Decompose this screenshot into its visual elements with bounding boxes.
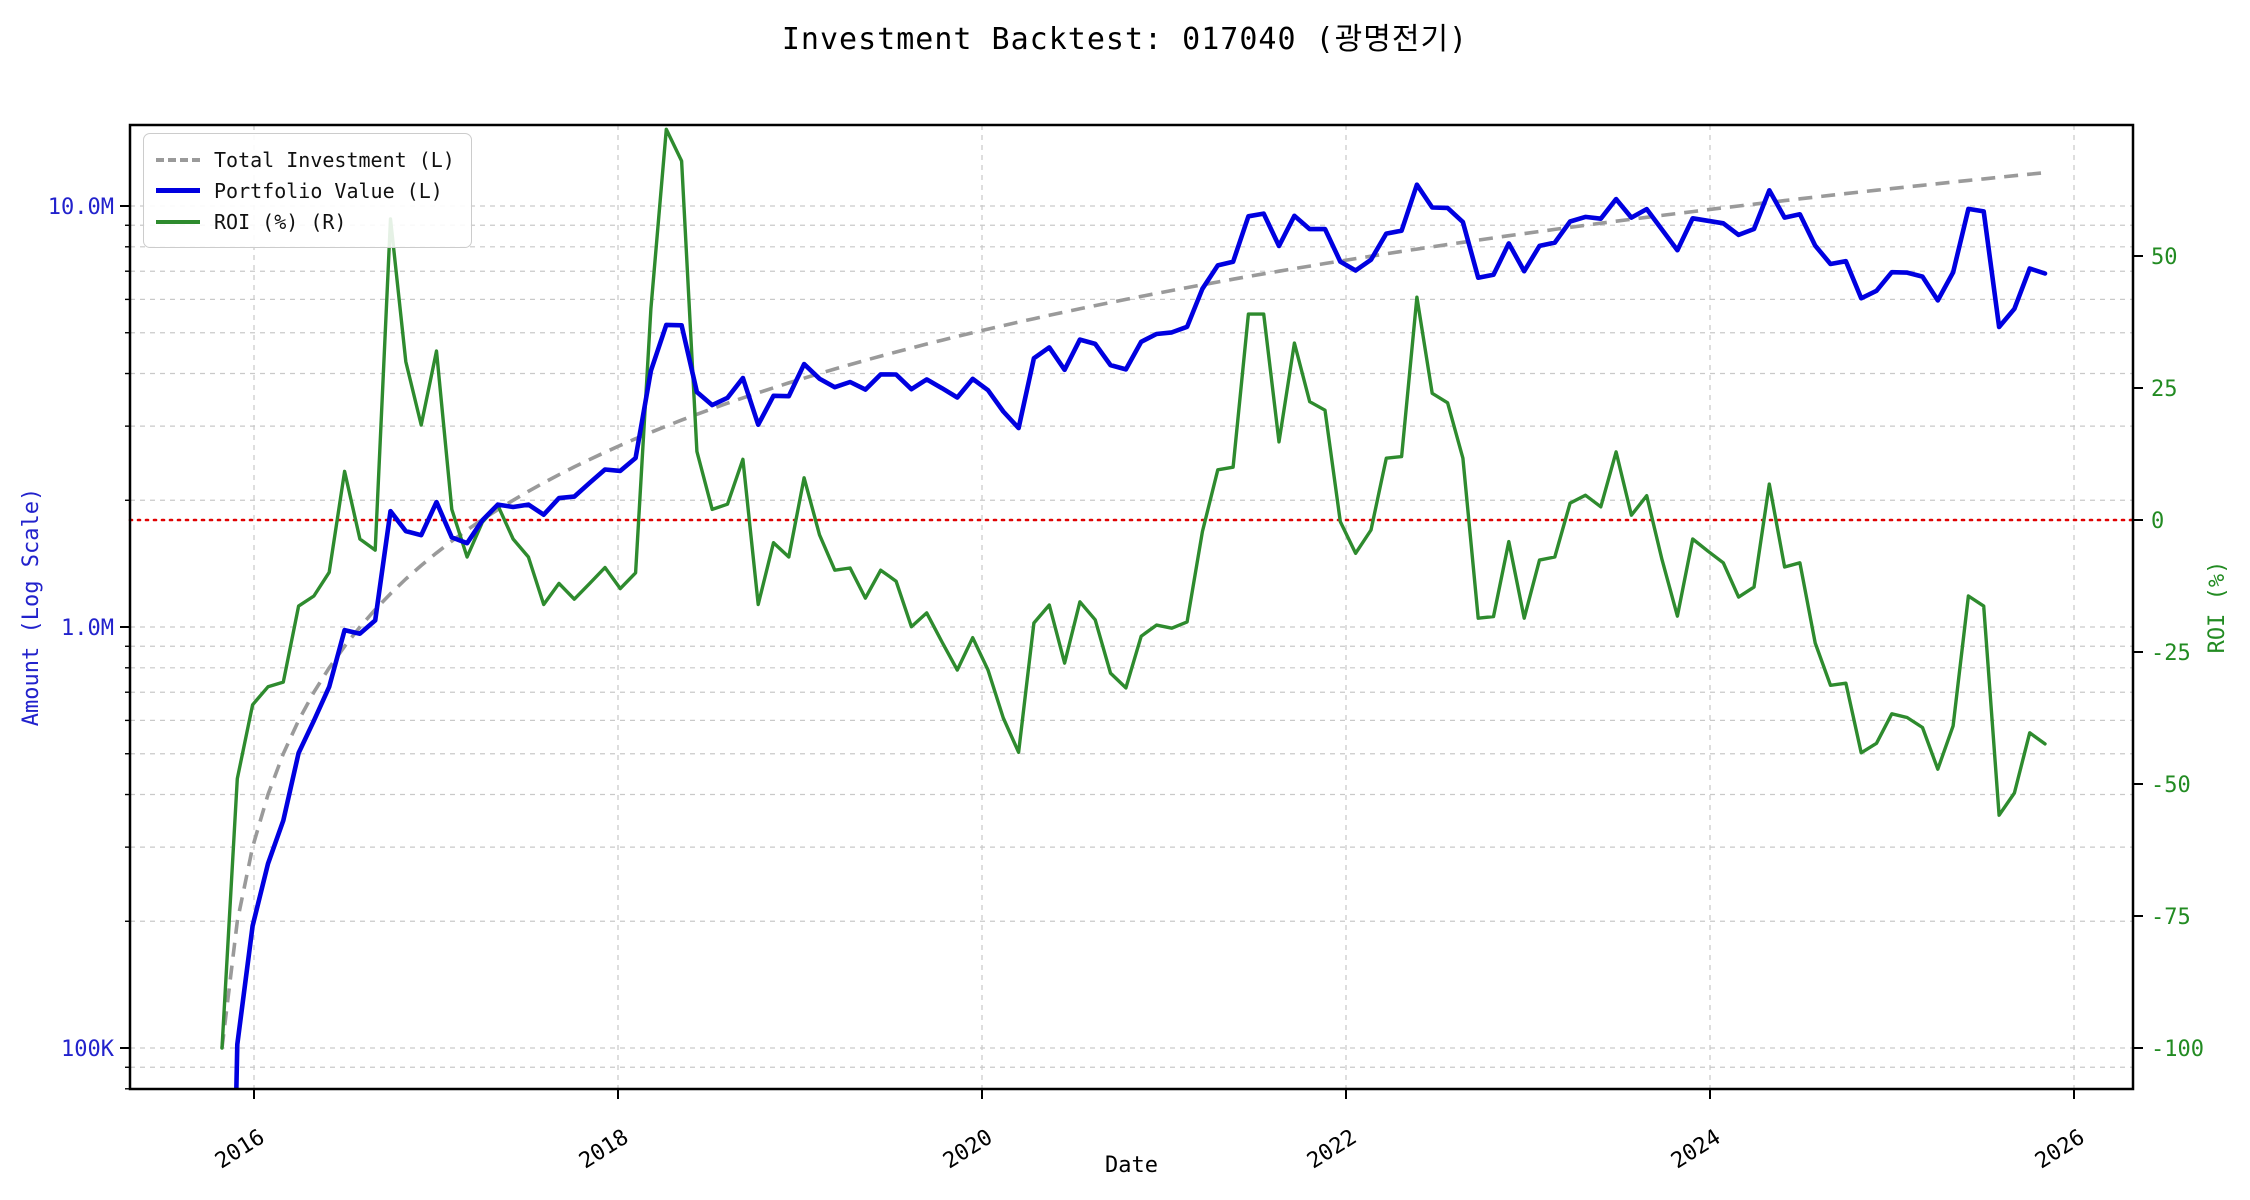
y-left-tick-label: 1.0M bbox=[61, 616, 114, 641]
legend-label: Portfolio Value (L) bbox=[214, 178, 443, 203]
y-right-tick-label: 25 bbox=[2151, 377, 2178, 402]
legend: Total Investment (L) Portfolio Value (L)… bbox=[143, 133, 472, 248]
y-left-tick-label: 100K bbox=[61, 1037, 115, 1062]
legend-item-roi: ROI (%) (R) bbox=[156, 206, 455, 237]
y-right-axis-title: ROI (%) bbox=[2205, 561, 2230, 654]
chart-title: Investment Backtest: 017040 (광명전기) bbox=[781, 22, 1469, 57]
legend-label: ROI (%) (R) bbox=[214, 209, 347, 234]
dashed-line-sample-icon bbox=[156, 157, 200, 162]
plot-border bbox=[128, 123, 2135, 1091]
solid-green-line-sample-icon bbox=[156, 219, 200, 224]
roi-line bbox=[220, 127, 2047, 1050]
x-axis-title: Date bbox=[1105, 1153, 1158, 1178]
x-tick-label: 2018 bbox=[575, 1125, 633, 1174]
y-left-axis-title: Amount (Log Scale) bbox=[19, 488, 44, 726]
x-tick-label: 2016 bbox=[211, 1125, 269, 1174]
solid-blue-line-sample-icon bbox=[156, 188, 200, 193]
legend-item-total-investment: Total Investment (L) bbox=[156, 144, 455, 175]
legend-item-portfolio-value: Portfolio Value (L) bbox=[156, 175, 455, 206]
legend-label: Total Investment (L) bbox=[214, 147, 455, 172]
x-tick-label: 2026 bbox=[2031, 1125, 2089, 1174]
y-right-tick-label: -25 bbox=[2151, 641, 2191, 666]
total-investment-line bbox=[220, 170, 2046, 1049]
y-right-tick-label: -100 bbox=[2151, 1037, 2204, 1062]
y-right-tick-label: 0 bbox=[2151, 509, 2164, 534]
y-right-tick-label: -75 bbox=[2151, 905, 2191, 930]
x-tick-label: 2022 bbox=[1303, 1125, 1361, 1174]
y-right-tick-label: 50 bbox=[2151, 245, 2178, 270]
x-tick-label: 2020 bbox=[939, 1125, 997, 1174]
x-tick-label: 2024 bbox=[1667, 1125, 1725, 1174]
portfolio-value-line bbox=[234, 182, 2048, 1089]
y-left-tick-label: 10.0M bbox=[48, 195, 114, 220]
y-right-tick-label: -50 bbox=[2151, 773, 2191, 798]
